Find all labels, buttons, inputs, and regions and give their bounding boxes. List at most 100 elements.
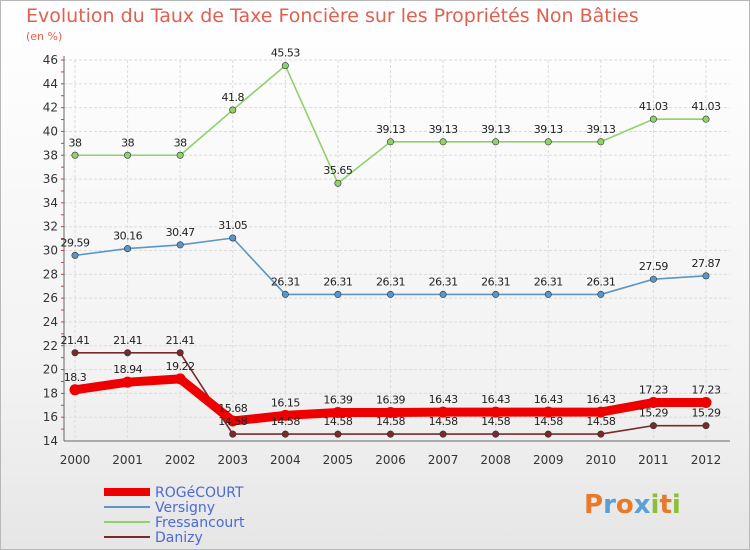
x-tick-label: 2002 [165,453,196,467]
data-point [702,422,710,430]
y-tick-label: 26 [43,291,58,305]
data-label: 14.58 [534,415,563,428]
y-tick-label: 38 [43,148,58,162]
data-point [702,115,710,123]
data-point [229,430,237,438]
legend-label: ROGéCOURT [155,485,244,501]
data-point [649,115,657,123]
x-tick-label: 2004 [270,453,301,467]
data-point [176,349,184,357]
y-tick-label: 46 [43,53,58,67]
data-label: 26.31 [323,275,352,288]
x-tick-label: 2011 [638,453,669,467]
y-tick-label: 22 [43,339,58,353]
data-point [281,62,289,70]
data-label: 14.58 [271,415,300,428]
data-label: 18.3 [64,371,87,384]
data-point [385,407,396,419]
data-point [439,138,447,146]
data-point [439,430,447,438]
data-labels: 38 38 38 41.8 45.53 35.65 39.13 39.13 39.13 39.13… [61,47,722,428]
x-tick-label: 2000 [60,453,91,467]
data-point [332,407,344,419]
data-label: 26.31 [534,275,563,288]
data-point [71,349,79,357]
data-label: 30.16 [113,230,142,243]
data-point [490,406,502,418]
data-label: 17.23 [692,384,721,397]
y-tick-label: 16 [43,410,58,424]
data-point [334,290,342,298]
data-label: 26.31 [271,275,300,288]
data-label: 21.41 [113,334,142,347]
data-label: 16.15 [271,396,300,409]
y-tick-label: 44 [43,77,58,91]
data-point [544,430,552,438]
data-point [229,106,237,114]
y-tick-label: 20 [43,363,58,377]
data-label: 27.59 [639,260,668,273]
data-label: 45.53 [271,47,300,60]
legend-label: Fressancourt [155,515,245,531]
data-point [334,430,342,438]
data-point [69,384,81,396]
data-point [700,397,712,409]
data-label: 39.13 [586,123,615,136]
logo-letter: t [659,490,672,520]
x-tick-label: 2005 [323,453,354,467]
data-label: 14.58 [481,415,510,428]
chart-title: Evolution du Taux de Taxe Foncière sur l… [26,5,639,27]
y-tick-label: 28 [43,267,58,281]
data-label: 29.59 [61,236,90,249]
grid [64,59,730,442]
data-label: 15.68 [218,402,247,415]
data-label: 30.47 [166,226,195,239]
data-label: 14.58 [218,415,247,428]
data-label: 35.65 [323,164,352,177]
data-label: 17.23 [639,384,668,397]
data-point [597,430,605,438]
proxiti-logo: Proxiti [584,490,681,520]
data-point [122,376,134,388]
data-label: 16.43 [534,393,563,406]
data-point [492,290,500,298]
data-label: 41.03 [639,100,668,113]
data-point [647,397,659,409]
data-point [279,409,291,421]
y-tick-label: 40 [43,124,58,138]
data-label: 39.13 [376,123,405,136]
data-point [334,179,342,187]
data-point [124,151,132,159]
data-point [386,138,394,146]
data-point [544,138,552,146]
y-tick-label: 18 [43,386,58,400]
data-label: 26.31 [429,275,458,288]
data-label: 38 [69,136,82,149]
data-point [281,430,289,438]
data-label: 19.22 [166,360,195,373]
data-point [386,430,394,438]
data-point [702,272,710,280]
data-label: 26.31 [481,275,510,288]
logo-letter: i [650,490,660,520]
data-point [281,290,289,298]
logo-letter: P [584,490,604,520]
x-tick-label: 2008 [480,453,511,467]
data-label: 14.58 [429,415,458,428]
x-tick-label: 2001 [112,453,143,467]
data-label: 16.39 [323,394,352,407]
data-label: 16.43 [586,393,615,406]
data-label: 16.43 [429,393,458,406]
y-tick-label: 24 [43,315,58,329]
data-point [71,251,79,259]
data-point [492,138,500,146]
data-label: 27.87 [692,257,721,270]
data-label: 15.29 [639,407,668,420]
data-point [492,430,500,438]
x-tick-label: 2003 [217,453,248,467]
data-label: 16.43 [481,393,510,406]
y-tick-label: 36 [43,172,58,186]
